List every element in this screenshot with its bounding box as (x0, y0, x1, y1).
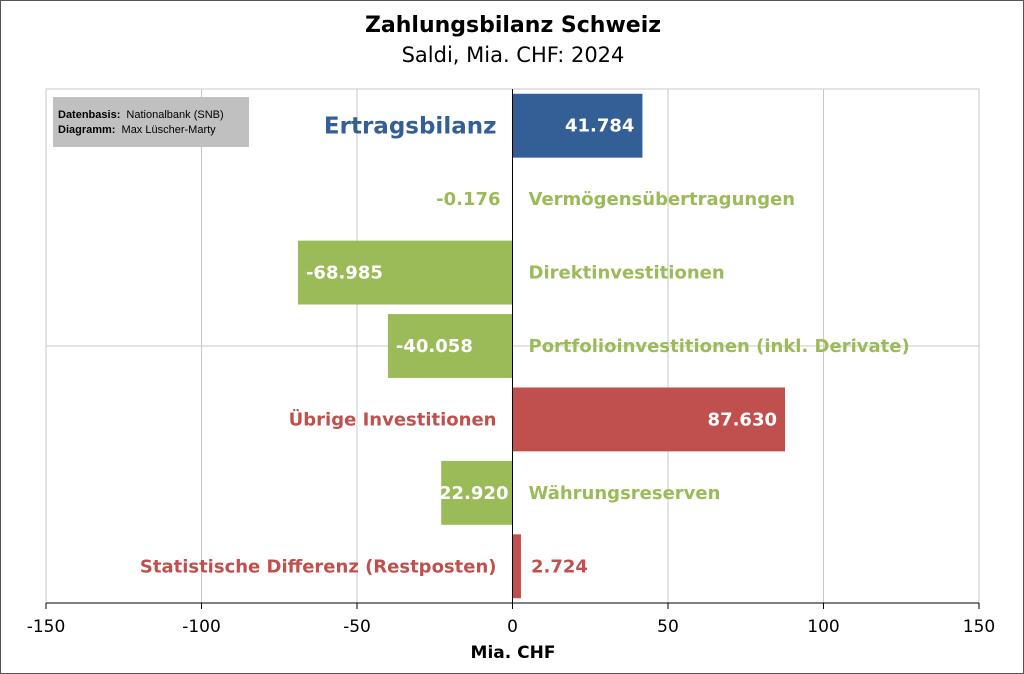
category-label: Direktinvestitionen (529, 263, 725, 284)
author-value: Max Lüscher-Marty (122, 124, 217, 136)
chart-subtitle: Saldi, Mia. CHF: 2024 (402, 43, 625, 67)
x-tick-label: 0 (507, 617, 518, 637)
chart-title: Zahlungsbilanz Schweiz (365, 13, 661, 38)
source-note-line-1: Datenbasis: Nationalbank (SNB) (58, 109, 224, 121)
x-tick-label: 50 (657, 617, 679, 637)
bar (512, 387, 786, 452)
x-axis-label: Mia. CHF (471, 643, 556, 663)
category-label: Übrige Investitionen (289, 408, 497, 430)
category-label: Vermögensübertragungen (529, 189, 796, 210)
x-tick-label: -150 (27, 617, 66, 637)
source-note-line-2: Diagramm: Max Lüscher-Marty (58, 124, 216, 136)
bar (297, 240, 513, 305)
labels-layer: 41.784 Ertragsbilanz -0.176 Vermögensübertr… (140, 114, 910, 578)
x-tick-label: -100 (182, 617, 221, 637)
source-label: Datenbasis: (58, 109, 120, 121)
category-label: Währungsreserven (529, 483, 721, 504)
x-tick-label: 150 (963, 617, 995, 637)
category-label: Portfolioinvestitionen (inkl. Derivate) (529, 336, 910, 357)
bar-value-label: 87.630 (708, 409, 777, 430)
bar (387, 314, 513, 378)
bars-layer (297, 93, 786, 599)
bar-value-label: -68.985 (306, 263, 383, 284)
x-tick-label: 100 (807, 617, 839, 637)
author-label: Diagramm: (58, 124, 115, 136)
bar (441, 460, 513, 525)
bar-value-label: 22.920 (439, 483, 508, 504)
ticks-layer: -150 -100 -50 0 50 100 150 (27, 89, 995, 637)
bar-value-label: -40.058 (396, 336, 473, 357)
bar-value-label: -0.176 (436, 189, 500, 210)
source-note: Datenbasis: Nationalbank (SNB) Diagramm:… (53, 97, 249, 147)
bar (512, 93, 643, 158)
bar (512, 534, 521, 599)
bar-value-label: 2.724 (531, 556, 588, 577)
bar-value-label: 41.784 (565, 116, 634, 137)
source-value: Nationalbank (SNB) (126, 109, 223, 121)
x-tick-label: -50 (343, 617, 371, 637)
source-note-background (53, 97, 249, 147)
category-label: Statistische Differenz (Restposten) (140, 556, 497, 577)
category-label: Ertragsbilanz (324, 114, 497, 140)
